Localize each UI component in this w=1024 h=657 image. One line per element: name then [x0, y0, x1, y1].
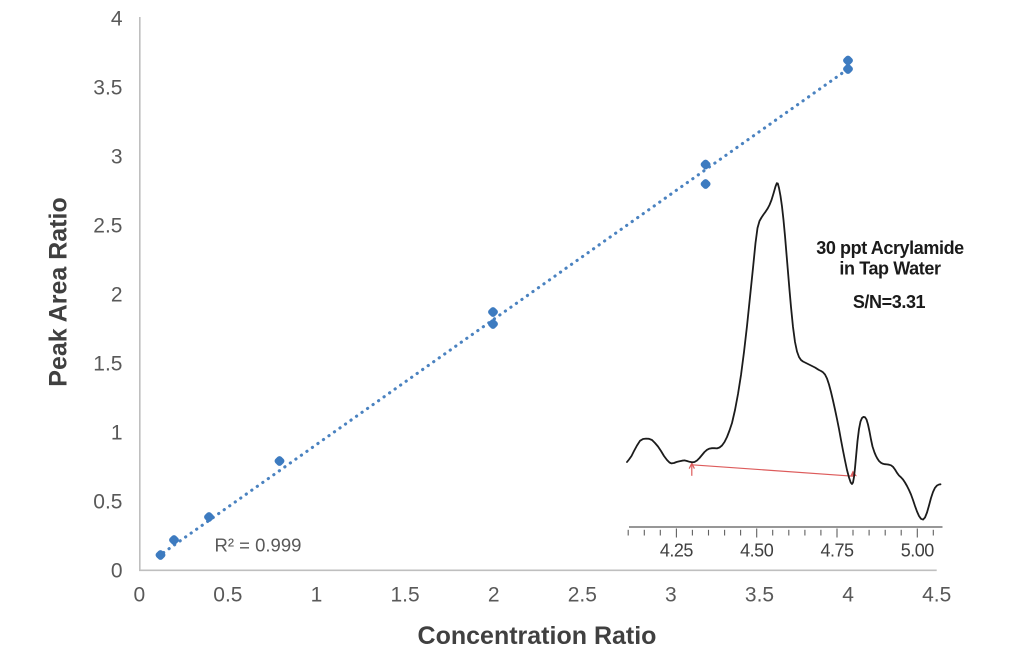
- svg-text:3.5: 3.5: [93, 77, 122, 100]
- svg-text:0: 0: [133, 584, 145, 607]
- svg-text:0.5: 0.5: [213, 584, 242, 607]
- svg-text:2.5: 2.5: [568, 584, 597, 607]
- svg-text:3: 3: [665, 584, 677, 607]
- svg-text:1.5: 1.5: [390, 584, 419, 607]
- svg-text:0.5: 0.5: [93, 491, 122, 514]
- svg-text:4: 4: [111, 8, 123, 31]
- svg-text:4: 4: [842, 584, 854, 607]
- svg-text:R² = 0.999: R² = 0.999: [215, 535, 302, 556]
- svg-text:1: 1: [111, 422, 123, 445]
- svg-text:4.5: 4.5: [922, 584, 951, 607]
- svg-text:3.5: 3.5: [745, 584, 774, 607]
- svg-text:2: 2: [488, 584, 500, 607]
- svg-text:in Tap Water: in Tap Water: [839, 259, 941, 279]
- svg-text:2: 2: [111, 284, 123, 307]
- svg-text:5.00: 5.00: [901, 541, 935, 561]
- svg-text:4.75: 4.75: [820, 541, 854, 561]
- svg-text:4.25: 4.25: [660, 541, 694, 561]
- svg-text:S/N=3.31: S/N=3.31: [853, 292, 926, 312]
- svg-text:1: 1: [311, 584, 323, 607]
- svg-text:2.5: 2.5: [93, 215, 122, 238]
- svg-text:1.5: 1.5: [93, 353, 122, 376]
- svg-text:Peak Area Ratio: Peak Area Ratio: [44, 197, 72, 386]
- svg-text:4.50: 4.50: [740, 541, 774, 561]
- svg-text:Concentration Ratio: Concentration Ratio: [418, 622, 657, 650]
- svg-text:3: 3: [111, 146, 123, 169]
- svg-text:30 ppt Acrylamide: 30 ppt Acrylamide: [816, 238, 964, 258]
- svg-text:0: 0: [111, 560, 123, 583]
